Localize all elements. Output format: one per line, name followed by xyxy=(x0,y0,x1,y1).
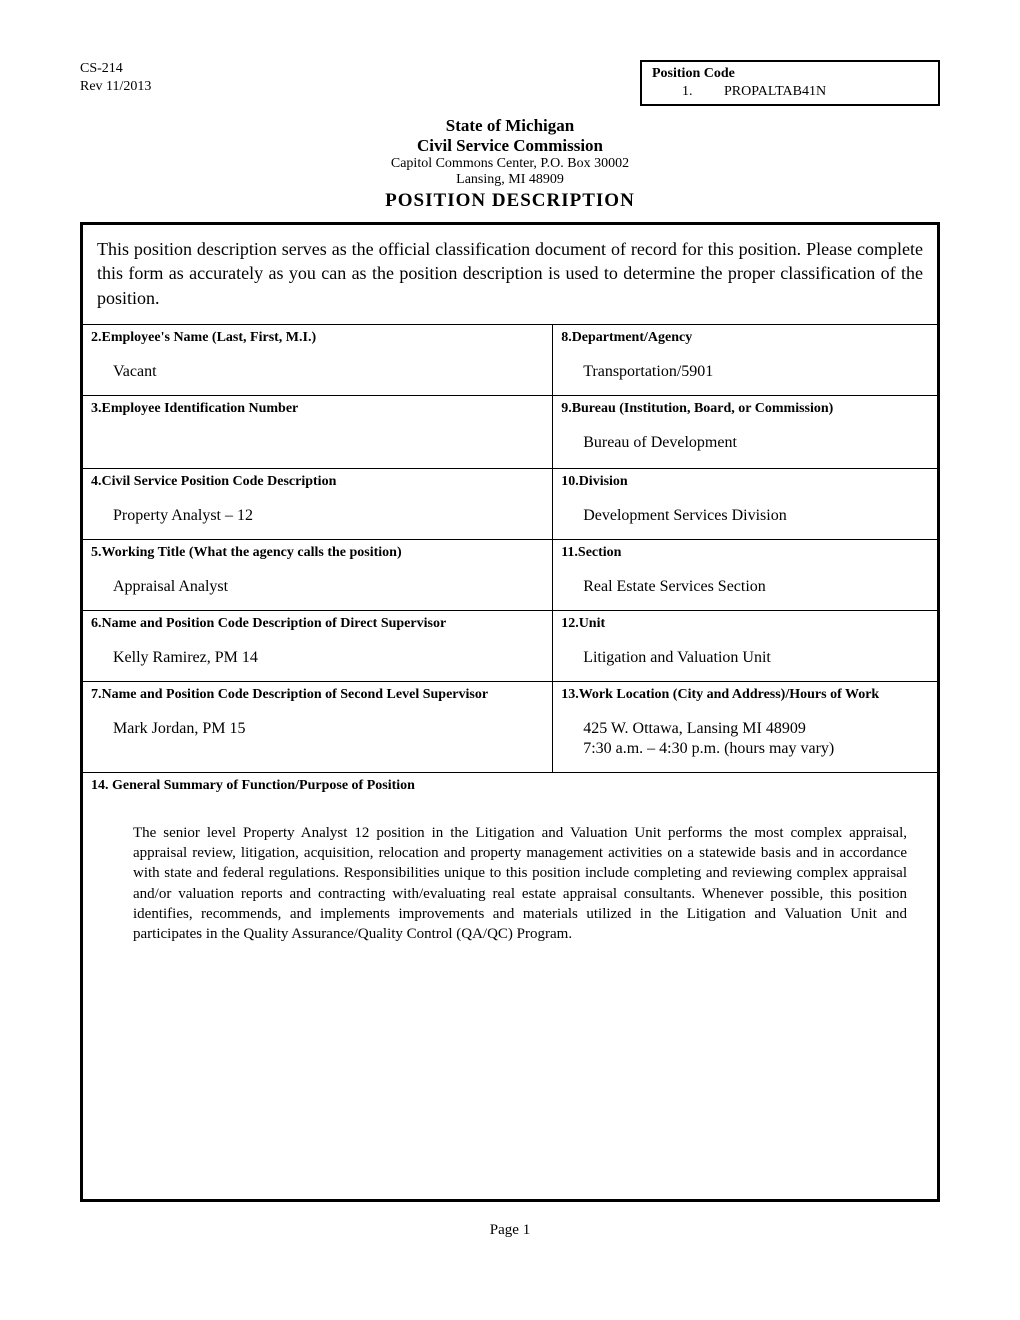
table-row: 3.Employee Identification Number 9.Burea… xyxy=(83,395,937,468)
form-id-line2: Rev 11/2013 xyxy=(80,78,151,96)
form-id-line1: CS-214 xyxy=(80,60,151,78)
field-value-10: Development Services Division xyxy=(553,493,937,539)
table-row: 4.Civil Service Position Code Descriptio… xyxy=(83,468,937,539)
cell-summary: The senior level Property Analyst 12 pos… xyxy=(83,799,937,1199)
table-row: 2.Employee's Name (Last, First, M.I.) Va… xyxy=(83,324,937,395)
summary-text: The senior level Property Analyst 12 pos… xyxy=(83,799,937,1199)
header-row: CS-214 Rev 11/2013 Position Code 1. PROP… xyxy=(80,60,940,106)
location-line2: 7:30 a.m. – 4:30 p.m. (hours may vary) xyxy=(583,738,929,758)
cell-f5: 5.Working Title (What the agency calls t… xyxy=(83,539,553,610)
position-code-text: PROPALTAB41N xyxy=(724,84,826,99)
title-commission: Civil Service Commission xyxy=(80,136,940,156)
table-row: 6.Name and Position Code Description of … xyxy=(83,610,937,681)
cell-f2: 2.Employee's Name (Last, First, M.I.) Va… xyxy=(83,324,553,395)
field-value-8: Transportation/5901 xyxy=(553,349,937,395)
cell-f8: 8.Department/Agency Transportation/5901 xyxy=(553,324,937,395)
cell-f10: 10.Division Development Services Divisio… xyxy=(553,468,937,539)
title-address1: Capitol Commons Center, P.O. Box 30002 xyxy=(80,156,940,172)
title-address2: Lansing, MI 48909 xyxy=(80,172,940,188)
cell-f11: 11.Section Real Estate Services Section xyxy=(553,539,937,610)
field-value-7: Mark Jordan, PM 15 xyxy=(83,706,552,752)
field-label-5: 5.Working Title (What the agency calls t… xyxy=(83,540,552,564)
field-label-2: 2.Employee's Name (Last, First, M.I.) xyxy=(83,325,552,349)
title-state: State of Michigan xyxy=(80,116,940,136)
field-value-13: 425 W. Ottawa, Lansing MI 48909 7:30 a.m… xyxy=(553,706,937,772)
position-code-label: Position Code xyxy=(652,66,928,82)
field-value-3 xyxy=(83,420,552,468)
main-form-box: This position description serves as the … xyxy=(80,222,940,1202)
cell-f12: 12.Unit Litigation and Valuation Unit xyxy=(553,610,937,681)
table-row: 5.Working Title (What the agency calls t… xyxy=(83,539,937,610)
intro-text: This position description serves as the … xyxy=(83,225,937,324)
cell-f14: 14. General Summary of Function/Purpose … xyxy=(83,772,937,799)
field-value-6: Kelly Ramirez, PM 14 xyxy=(83,635,552,681)
cell-f7: 7.Name and Position Code Description of … xyxy=(83,681,553,772)
field-label-4: 4.Civil Service Position Code Descriptio… xyxy=(83,469,552,493)
field-label-9: 9.Bureau (Institution, Board, or Commiss… xyxy=(553,396,937,420)
field-label-12: 12.Unit xyxy=(553,611,937,635)
cell-f6: 6.Name and Position Code Description of … xyxy=(83,610,553,681)
field-value-11: Real Estate Services Section xyxy=(553,564,937,610)
form-id-block: CS-214 Rev 11/2013 xyxy=(80,60,151,96)
title-block: State of Michigan Civil Service Commissi… xyxy=(80,116,940,212)
table-row: The senior level Property Analyst 12 pos… xyxy=(83,799,937,1199)
field-label-10: 10.Division xyxy=(553,469,937,493)
field-value-9: Bureau of Development xyxy=(553,420,937,466)
field-value-12: Litigation and Valuation Unit xyxy=(553,635,937,681)
field-label-11: 11.Section xyxy=(553,540,937,564)
cell-f9: 9.Bureau (Institution, Board, or Commiss… xyxy=(553,395,937,468)
field-label-8: 8.Department/Agency xyxy=(553,325,937,349)
cell-f3: 3.Employee Identification Number xyxy=(83,395,553,468)
table-row: 14. General Summary of Function/Purpose … xyxy=(83,772,937,799)
position-code-box: Position Code 1. PROPALTAB41N xyxy=(640,60,940,106)
form-table: 2.Employee's Name (Last, First, M.I.) Va… xyxy=(83,324,937,1199)
location-line1: 425 W. Ottawa, Lansing MI 48909 xyxy=(583,720,806,737)
field-value-4: Property Analyst – 12 xyxy=(83,493,552,539)
field-label-3: 3.Employee Identification Number xyxy=(83,396,552,420)
table-row: 7.Name and Position Code Description of … xyxy=(83,681,937,772)
field-value-2: Vacant xyxy=(83,349,552,395)
cell-f13: 13.Work Location (City and Address)/Hour… xyxy=(553,681,937,772)
field-label-7: 7.Name and Position Code Description of … xyxy=(83,682,552,706)
page-number: Page 1 xyxy=(80,1222,940,1239)
field-value-5: Appraisal Analyst xyxy=(83,564,552,610)
cell-f4: 4.Civil Service Position Code Descriptio… xyxy=(83,468,553,539)
field-label-6: 6.Name and Position Code Description of … xyxy=(83,611,552,635)
field-label-13: 13.Work Location (City and Address)/Hour… xyxy=(553,682,937,706)
field-label-14: 14. General Summary of Function/Purpose … xyxy=(83,773,937,799)
position-code-number: 1. xyxy=(682,84,693,99)
title-main: POSITION DESCRIPTION xyxy=(80,190,940,212)
position-code-value: 1. PROPALTAB41N xyxy=(652,82,928,100)
